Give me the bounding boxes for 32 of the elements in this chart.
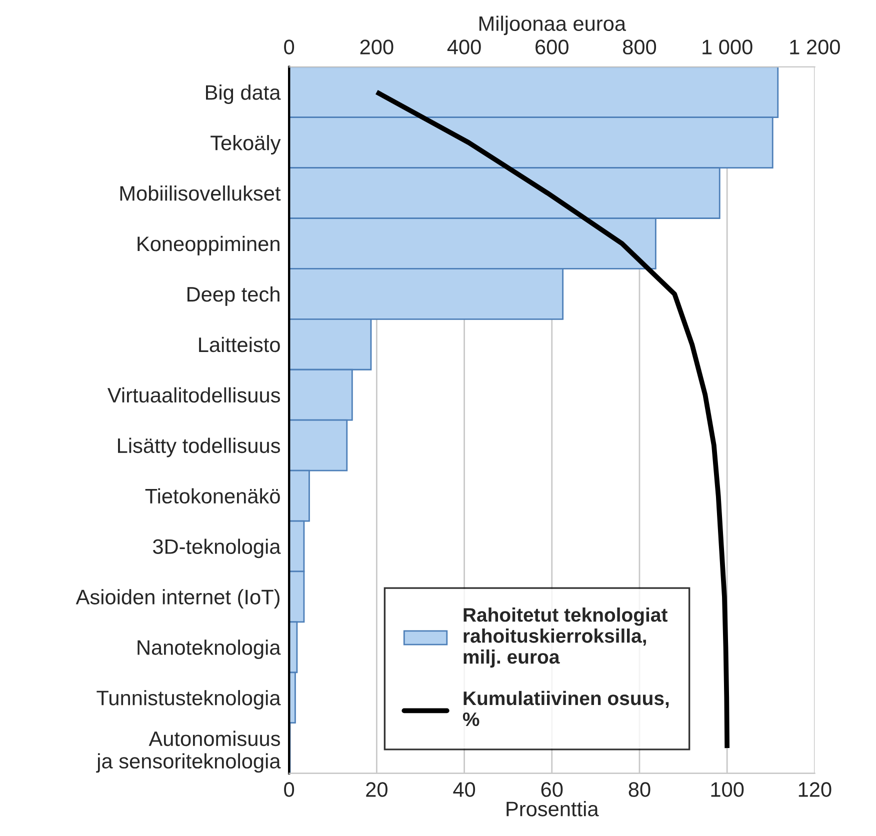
x-axis-title: Prosenttia (506, 801, 599, 816)
y-tick-label: Laitteisto (199, 336, 280, 352)
x-tick-label: 20 (366, 782, 388, 797)
x2-tick-label: 200 (360, 40, 394, 54)
legend-label: Kumulatiivinen osuus, % (462, 690, 669, 726)
legend-label: Rahoitetut teknologiat rahoituskierroksilla, milj. euroa (464, 608, 668, 668)
x-tick-label: 120 (798, 782, 832, 797)
x2-tick-label: 600 (536, 40, 568, 54)
y-tick-label: Deep tech (187, 286, 280, 306)
x-tick-label: 0 (284, 782, 294, 797)
x2-tick-label: 1 200 (790, 40, 840, 54)
x2-tick-label: 0 (284, 40, 294, 54)
y-tick-label: Tekoäly (210, 135, 281, 154)
y-tick-label: Tunnistusteknologia (96, 690, 281, 710)
x-tick-label: 80 (628, 782, 650, 797)
y-tick-label: Asioiden internet (IoT) (76, 589, 280, 609)
y-tick-label: Koneoppiminen (138, 236, 280, 256)
y-tick-label: Virtuaalitodellisuus (108, 387, 280, 403)
y-tick-label: Big data (206, 84, 281, 104)
x2-tick-label: 1 000 (702, 40, 752, 54)
y-tick-label: Mobiilisovellukset (120, 185, 281, 201)
x2-tick-label: 400 (447, 40, 481, 54)
x2-tick-label: 800 (623, 40, 656, 54)
y-tick-label: 3D-teknologia (153, 538, 281, 558)
x-tick-label: 100 (711, 782, 744, 797)
x2-axis-title: Miljoonaa euroa (479, 16, 626, 36)
y-tick-label: Lisätty todellisuus (118, 438, 280, 458)
x-tick-label: 40 (453, 782, 476, 797)
y-tick-label: Nanoteknologia (138, 640, 281, 660)
y-tick-label: Autonomisuus ja sensoriteknologia (96, 730, 281, 773)
y-tick-label: Tietokonenäkö (145, 488, 280, 504)
x-tick-label: 60 (541, 782, 563, 797)
